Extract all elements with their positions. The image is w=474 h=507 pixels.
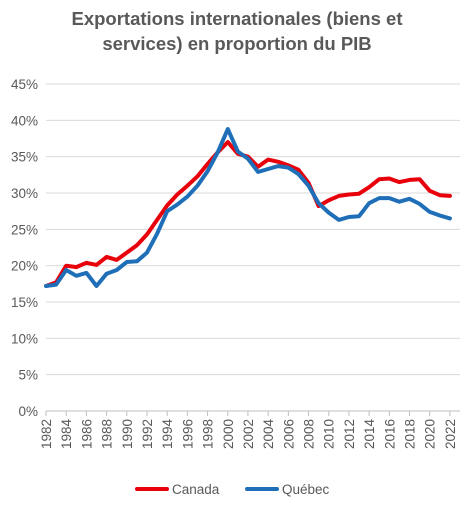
series-line-canada — [44, 140, 452, 288]
x-tick-label: 1992 — [140, 419, 155, 449]
x-tick-label: 1994 — [160, 419, 175, 450]
x-tick-label: 2002 — [241, 419, 256, 449]
y-axis-tick-labels: 0% 5% 10% 15% 20% 25% 30% 35% 40% 45% — [11, 77, 38, 419]
x-tick-label: 1996 — [180, 419, 195, 449]
x-tick-label: 2020 — [423, 419, 438, 449]
x-tick-label: 1990 — [120, 419, 135, 449]
x-tick-label: 2016 — [382, 419, 397, 449]
y-tick-label: 25% — [11, 222, 38, 237]
x-tick-label: 2004 — [261, 419, 276, 450]
y-tick-label: 30% — [11, 186, 38, 201]
x-tick-label: 2000 — [221, 419, 236, 449]
x-tick-label: 2022 — [443, 419, 458, 449]
y-tick-label: 45% — [11, 77, 38, 92]
legend-label: Québec — [282, 482, 330, 497]
series-lines — [44, 127, 452, 288]
x-tick-label: 1998 — [201, 419, 216, 449]
x-tick-label: 2014 — [362, 419, 377, 450]
x-tick-label: 2018 — [403, 419, 418, 449]
x-tick-label: 1984 — [59, 419, 74, 450]
legend: Canada Québec — [135, 482, 330, 497]
y-tick-label: 5% — [18, 368, 38, 383]
x-tick-label: 2012 — [342, 419, 357, 449]
y-tick-label: 35% — [11, 150, 38, 165]
legend-label: Canada — [172, 482, 220, 497]
y-tick-label: 20% — [11, 259, 38, 274]
gridlines — [45, 83, 460, 416]
x-tick-label: 2008 — [302, 419, 317, 449]
x-tick-label: 1982 — [39, 419, 54, 449]
x-tick-label: 1988 — [100, 419, 115, 449]
x-axis-tick-labels: 1982 1984 1986 1988 1990 1992 1994 1996 1998 2000… — [39, 419, 458, 450]
x-tick-label: 1986 — [79, 419, 94, 449]
y-tick-label: 10% — [11, 331, 38, 346]
chart-title-line-2: services) en proportion du PIB — [102, 33, 372, 54]
y-tick-label: 15% — [11, 295, 38, 310]
y-tick-label: 40% — [11, 113, 38, 128]
chart-title-line-1: Exportations internationales (biens et — [71, 8, 403, 29]
y-tick-label: 0% — [18, 404, 38, 419]
chart-title: Exportations internationales (biens et s… — [0, 6, 474, 56]
x-tick-label: 2010 — [322, 419, 337, 449]
x-tick-label: 2006 — [281, 419, 296, 449]
series-line-quebec — [44, 127, 452, 288]
